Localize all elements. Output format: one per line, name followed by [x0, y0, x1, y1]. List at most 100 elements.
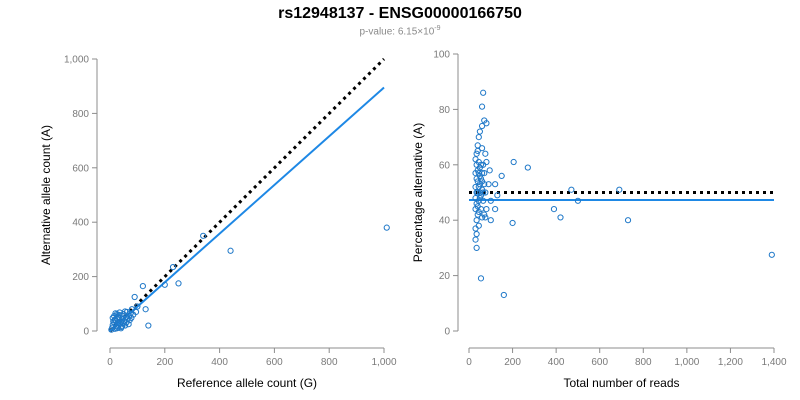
panel-2-data-point [768, 251, 775, 258]
chart-title: rs12948137 - ENSG00000166750 [278, 5, 522, 22]
panel-1-data-point [128, 314, 135, 322]
panel-2-data-point [481, 170, 488, 177]
panel-2-data-point [476, 128, 483, 135]
panel-2-data-point [475, 197, 482, 204]
panel-2-y-axis-title: Percentage alternative (A) [411, 123, 425, 262]
panel-1-x-tick-label: 0 [107, 357, 113, 368]
panel-1-data-point [169, 263, 177, 271]
panel-2-data-point [472, 225, 479, 232]
panel-1-data-point [145, 322, 152, 329]
panel-1-data-point [121, 308, 129, 315]
panel-1-data-point [175, 280, 182, 287]
panel-1-data-point [200, 232, 207, 239]
panel-2-x-tick-label: 600 [591, 357, 608, 368]
panel-2-data-point [616, 186, 623, 193]
panel-2-x-tick-label: 800 [635, 357, 652, 368]
panel-1-y-tick-label: 400 [72, 218, 89, 229]
panel-1-data-point [142, 306, 149, 313]
panel-2-data-point [483, 206, 490, 213]
panel-1-data-point [139, 283, 146, 290]
panel-1-x-tick-label: 400 [211, 357, 228, 368]
panel-2-data-point [473, 244, 480, 251]
panel-2-data-point [478, 214, 486, 221]
panel-2-x-tick-label: 1,200 [718, 357, 743, 368]
panel-2-data-point [574, 197, 582, 204]
panel-2-data-point [477, 275, 485, 282]
panel-2-data-point [473, 150, 480, 157]
panel-2-x-tick-label: 200 [504, 357, 521, 368]
panel-2-data-point [480, 197, 487, 204]
panel-1-y-tick-label: 800 [72, 109, 89, 120]
panel-2-data-point [477, 175, 485, 182]
panel-1-data-point [134, 303, 141, 310]
panel-1-y-tick-label: 0 [83, 327, 89, 338]
panel-2-y-tick-label: 60 [439, 160, 451, 171]
panel-2-data-point [524, 164, 531, 171]
panel-2-data-point [482, 150, 489, 157]
panel-1-fit-line [109, 86, 385, 332]
panel-2-data-point [509, 219, 516, 227]
panel-1-data-point [383, 224, 390, 231]
panel-1-y-tick-label: 600 [72, 163, 89, 174]
panel-1-x-axis-title: Reference allele count (G) [177, 376, 317, 390]
panel-2-data-point [494, 192, 501, 199]
panel-2-data-point [480, 189, 487, 196]
panel-1-data-point [227, 247, 234, 254]
panel-2-data-point [481, 181, 488, 188]
panel-2-x-tick-label: 400 [548, 357, 565, 368]
panel-2-data-point [550, 206, 558, 213]
panel-1-data-point [121, 322, 129, 329]
panel-2-data-point [492, 181, 499, 188]
panel-2-data-point [492, 206, 499, 213]
panel-2-data-point [557, 214, 564, 221]
panel-2-y-tick-label: 20 [439, 271, 451, 282]
panel-1-data-point [119, 323, 126, 330]
panel-2-data-point [475, 222, 482, 229]
p-value-text: p-value: 6.15×10 [359, 26, 435, 38]
panel-2-data-point [498, 172, 505, 179]
panel-2-data-point [487, 217, 494, 224]
panel-2-x-tick-label: 0 [466, 357, 472, 368]
panel-1-data-point [132, 308, 140, 316]
panel-1-y-axis-title: Alternative allele count (A) [39, 125, 53, 265]
panel-2-x-axis-title: Total number of reads [563, 376, 679, 390]
panel-1-x-tick-label: 200 [156, 357, 173, 368]
panel-2-data-point [478, 103, 486, 110]
panel-1-data-point [114, 313, 121, 320]
panel-2-data-point [486, 167, 493, 174]
panel-1-data-point [161, 281, 168, 288]
panel-2-data-point [510, 158, 517, 166]
panel-2-data-point [478, 170, 486, 177]
panel-2-data-point [472, 236, 479, 243]
panel-2-data-point [472, 156, 479, 163]
p-value-exponent: -9 [434, 25, 441, 32]
panel-1-x-tick-label: 1,000 [371, 357, 396, 368]
panel-1-data-point [128, 306, 136, 313]
panel-2-data-point [624, 217, 632, 224]
panel-1-data-point [113, 325, 120, 332]
panel-2-x-tick-label: 1,400 [761, 357, 786, 368]
panel-2-data-point [482, 214, 489, 221]
panel-1-y-tick-label: 200 [72, 272, 89, 283]
panel-1-x-tick-label: 600 [266, 357, 283, 368]
panel-2-data-point [477, 161, 485, 168]
panel-2-data-point [485, 181, 492, 188]
panel-1-reference-line [108, 57, 386, 333]
panel-2-y-tick-label: 0 [444, 327, 450, 338]
panel-1-x-tick-label: 800 [321, 357, 338, 368]
panel-2-data-point [474, 142, 481, 149]
panel-2-data-point [487, 197, 494, 204]
panel-2-data-point [480, 89, 487, 96]
panel-2-data-point [473, 230, 480, 238]
panel-1-y-tick-label: 1,000 [64, 55, 89, 66]
panel-2-data-point [475, 134, 482, 141]
panel-1-data-point [125, 321, 132, 328]
chart-subtitle: p-value: 6.15×10-9 [0, 25, 800, 37]
panel-2-data-point [474, 211, 481, 218]
panel-1-data-point [131, 293, 138, 301]
panel-2-data-point [483, 120, 490, 127]
panel-2-y-tick-label: 80 [439, 105, 451, 116]
panel-2-y-tick-label: 100 [433, 50, 450, 61]
panel-2-data-point [472, 183, 479, 191]
